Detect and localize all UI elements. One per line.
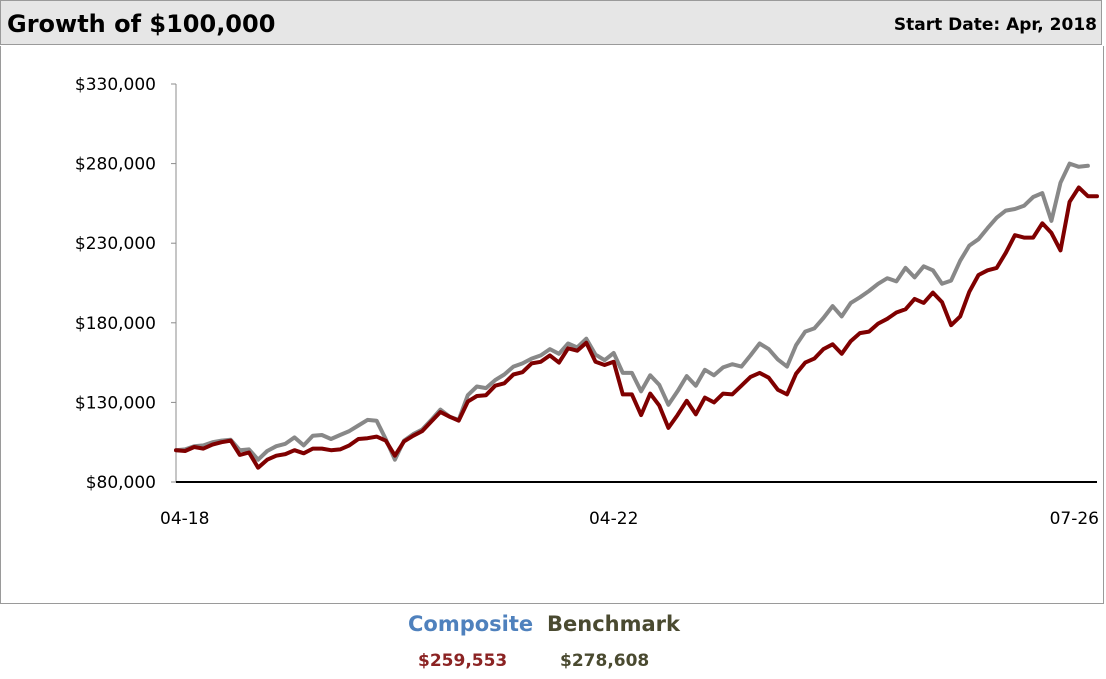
y-tick-label: $180,000: [75, 314, 156, 334]
chart-header: Growth of $100,000 Start Date: Apr, 2018: [0, 0, 1102, 45]
start-date-label: Start Date: Apr, 2018: [893, 15, 1097, 35]
y-tick-label: $230,000: [75, 234, 156, 254]
chart-panel: [0, 46, 1104, 604]
series-line-benchmark: [174, 161, 1090, 462]
x-tick-label: 07-26: [1050, 509, 1099, 529]
x-tick-label: 04-22: [589, 509, 638, 529]
legend-composite-value: $259,553: [418, 651, 508, 671]
y-tick-label: $80,000: [86, 473, 156, 493]
legend-benchmark-label: Benchmark: [547, 612, 680, 636]
y-tick-label: $330,000: [75, 75, 156, 95]
legend-composite-label: Composite: [408, 612, 534, 636]
growth-line-chart: $80,000 $130,000 $180,000 $230,000 $280,000 $…: [75, 75, 1099, 529]
series-line-composite: [174, 185, 1099, 470]
legend-benchmark-value: $278,608: [560, 651, 650, 671]
y-tick-label: $130,000: [75, 393, 156, 413]
y-tick-label: $280,000: [75, 155, 156, 175]
chart-title: Growth of $100,000: [7, 10, 276, 38]
x-tick-label: 04-18: [160, 509, 209, 529]
